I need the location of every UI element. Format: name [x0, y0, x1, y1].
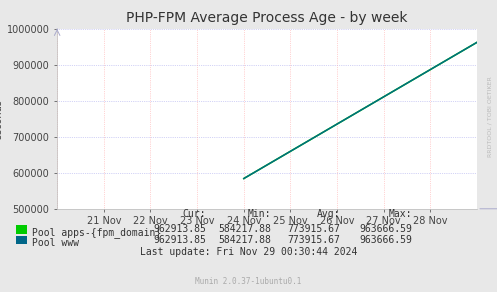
Text: RRDTOOL / TOBI OETIKER: RRDTOOL / TOBI OETIKER: [487, 77, 492, 157]
Text: 962913.85: 962913.85: [154, 224, 206, 234]
Text: 773915.67: 773915.67: [288, 235, 340, 245]
Text: Pool apps-{fpm_domain}: Pool apps-{fpm_domain}: [32, 227, 161, 238]
Y-axis label: seconds: seconds: [0, 99, 4, 139]
Text: Munin 2.0.37-1ubuntu0.1: Munin 2.0.37-1ubuntu0.1: [195, 277, 302, 286]
Text: 584217.88: 584217.88: [218, 235, 271, 245]
Text: 963666.59: 963666.59: [360, 224, 413, 234]
Text: 584217.88: 584217.88: [218, 224, 271, 234]
Text: 963666.59: 963666.59: [360, 235, 413, 245]
Text: 773915.67: 773915.67: [288, 224, 340, 234]
Text: Max:: Max:: [389, 209, 413, 219]
Text: Avg:: Avg:: [317, 209, 340, 219]
Text: Cur:: Cur:: [183, 209, 206, 219]
Text: 962913.85: 962913.85: [154, 235, 206, 245]
Text: Pool www: Pool www: [32, 238, 79, 248]
Text: Min:: Min:: [248, 209, 271, 219]
Title: PHP-FPM Average Process Age - by week: PHP-FPM Average Process Age - by week: [126, 11, 408, 25]
Text: Last update: Fri Nov 29 00:30:44 2024: Last update: Fri Nov 29 00:30:44 2024: [140, 247, 357, 257]
